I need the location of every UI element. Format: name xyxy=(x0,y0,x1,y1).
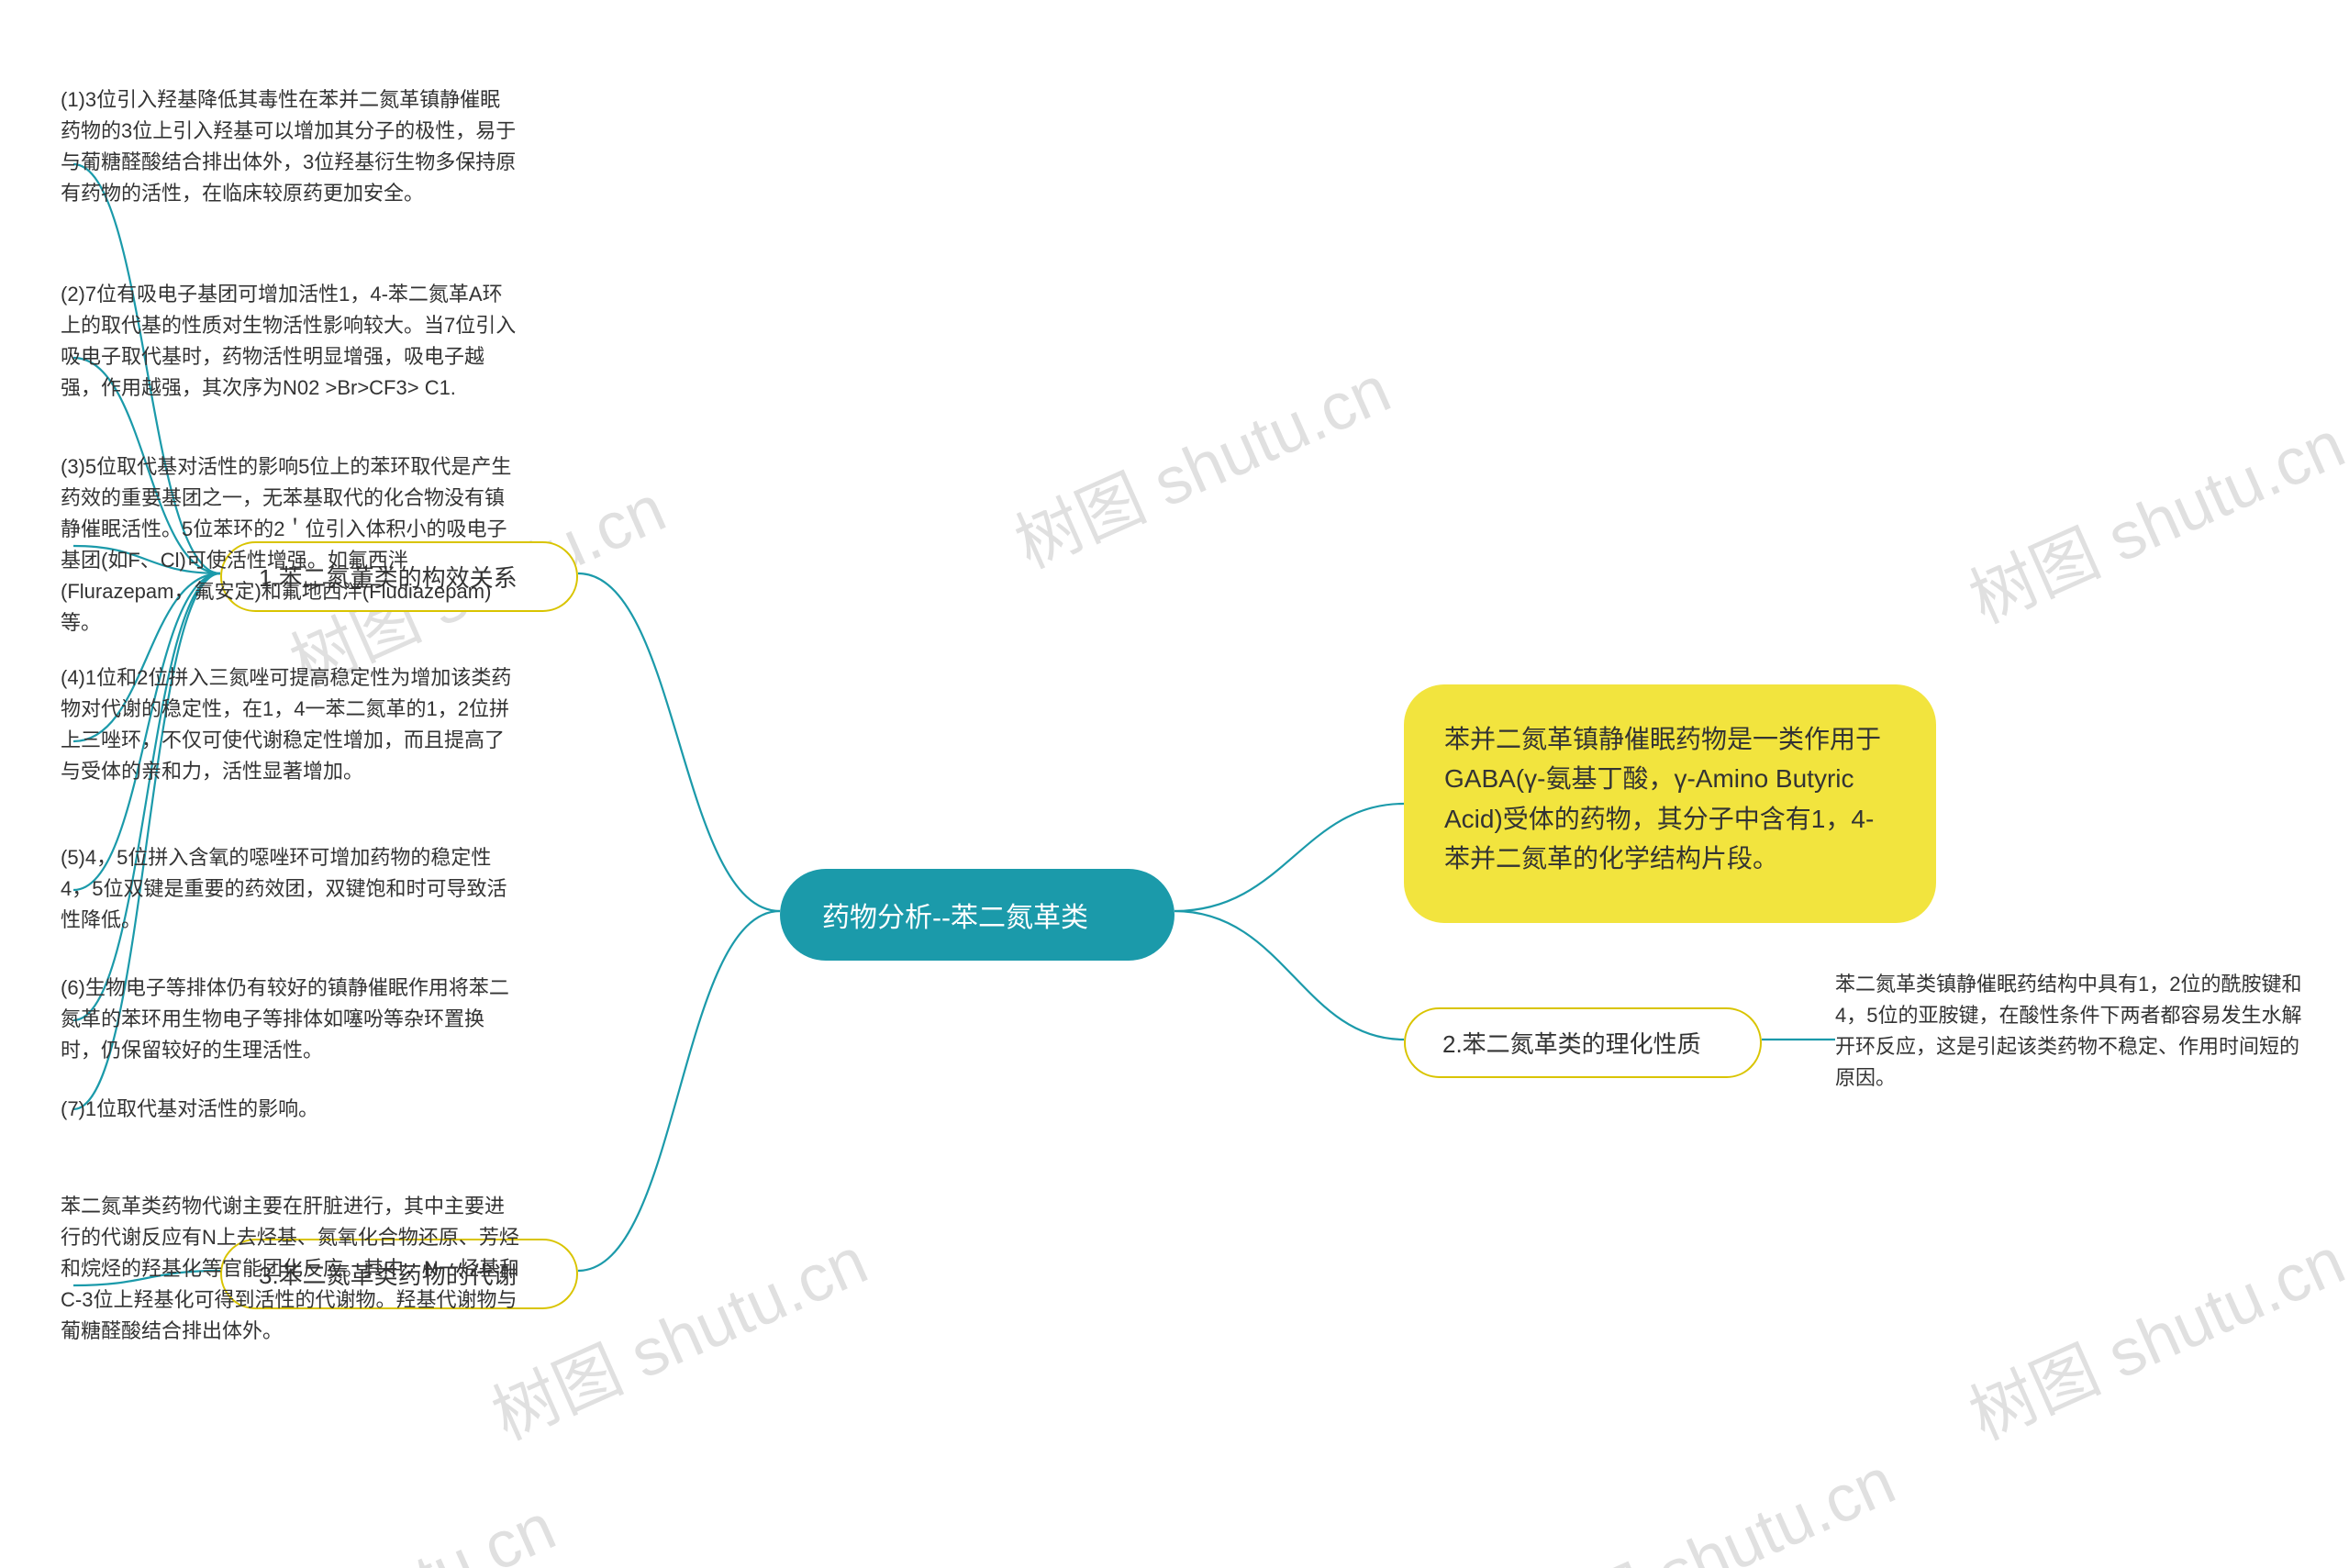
branch-1-leaf-4[interactable]: (4)1位和2位拼入三氮唑可提高稳定性为增加该类药物对代谢的稳定性，在1，4一苯… xyxy=(61,662,519,787)
right-intro-bubble[interactable]: 苯并二氮革镇静催眠药物是一类作用于GABA(γ-氨基丁酸，γ-Amino But… xyxy=(1404,684,1936,923)
branch-1-leaf-7[interactable]: (7)1位取代基对活性的影响。 xyxy=(61,1094,519,1125)
branch-2-leaf[interactable]: 苯二氮革类镇静催眠药结构中具有1，2位的酰胺键和4，5位的亚胺键，在酸性条件下两… xyxy=(1835,969,2312,1094)
watermark-6: 树图 shutu.cn xyxy=(1953,1207,2349,1458)
branch-1-leaf-5[interactable]: (5)4，5位拼入含氧的噁唑环可增加药物的稳定性4，5位双键是重要的药效团，双键… xyxy=(61,842,519,936)
edge-1 xyxy=(1174,911,1404,1040)
branch-1-leaf-2[interactable]: (2)7位有吸电子基团可增加活性1，4-苯二氮革A环上的取代基的性质对生物活性影… xyxy=(61,279,519,404)
watermark-3: 树图 shutu.cn xyxy=(998,336,1403,586)
watermark-5: 树图 shutu.cn xyxy=(1953,391,2349,641)
branch-1-leaf-3[interactable]: (3)5位取代基对活性的影响5位上的苯环取代是产生药效的重要基团之一，无苯基取代… xyxy=(61,451,519,639)
branch-2[interactable]: 2.苯二氮革类的理化性质 xyxy=(1404,1007,1762,1078)
edge-0 xyxy=(1174,804,1404,911)
mindmap-canvas: 树图 shutu.cn 树图 shutu.cn 树图 shutu.cn 树图 shut… xyxy=(0,0,2349,1568)
edge-4 xyxy=(578,911,780,1271)
watermark-4: 树图 shutu.cn xyxy=(1503,1428,1908,1568)
branch-1-leaf-1[interactable]: (1)3位引入羟基降低其毒性在苯并二氮革镇静催眠药物的3位上引入羟基可以增加其分… xyxy=(61,84,519,209)
root-node[interactable]: 药物分析--苯二氮革类 xyxy=(780,869,1174,961)
watermark-2: 树图 shutu.cn xyxy=(163,1473,568,1568)
branch-1-leaf-6[interactable]: (6)生物电子等排体仍有较好的镇静催眠作用将苯二氮革的苯环用生物电子等排体如噻吩… xyxy=(61,973,519,1066)
edge-3 xyxy=(578,573,780,911)
edge-10 xyxy=(73,573,220,1020)
branch-3-leaf[interactable]: 苯二氮革类药物代谢主要在肝脏进行，其中主要进行的代谢反应有N上去烃基、氮氧化合物… xyxy=(61,1191,519,1347)
